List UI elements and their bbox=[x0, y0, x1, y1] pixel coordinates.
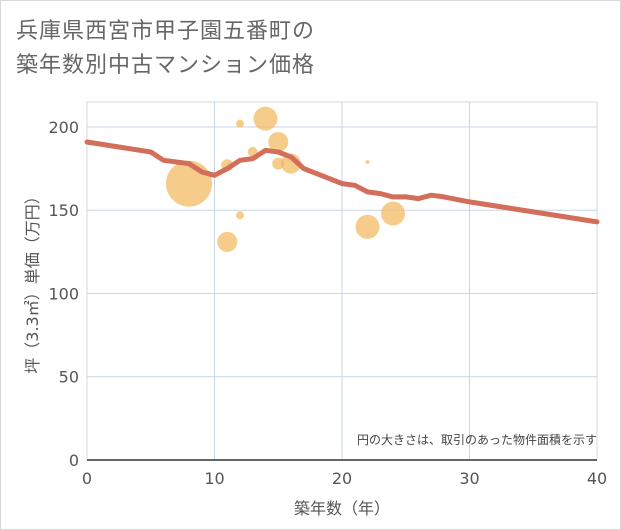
bubble-point bbox=[253, 106, 278, 131]
x-tick-label: 10 bbox=[204, 469, 224, 488]
x-tick-label: 40 bbox=[587, 469, 607, 488]
bubble-point bbox=[355, 214, 380, 239]
chart-title-line-2: 築年数別中古マンション価格 bbox=[16, 53, 316, 78]
bubble-point bbox=[236, 211, 244, 220]
x-axis-title: 築年数（年） bbox=[294, 499, 390, 518]
y-tick-label: 0 bbox=[69, 451, 79, 470]
x-tick-label: 20 bbox=[332, 469, 352, 488]
trend-line bbox=[84, 139, 600, 225]
grid-lines bbox=[87, 102, 597, 461]
bubble-point bbox=[268, 131, 289, 152]
y-axis-title: 坪（3.3㎡）単価（万円） bbox=[23, 188, 42, 373]
y-tick-label: 150 bbox=[48, 201, 79, 220]
bubble-point bbox=[236, 119, 244, 128]
chart-title-line-1: 兵庫県西宮市甲子園五番町の bbox=[16, 19, 316, 44]
bubble-point bbox=[365, 159, 370, 164]
bubble-point bbox=[217, 231, 238, 252]
bubble-point bbox=[272, 157, 285, 170]
chart-title: 兵庫県西宮市甲子園五番町の 築年数別中古マンション価格 bbox=[16, 15, 576, 83]
bubble-point bbox=[381, 201, 405, 226]
size-legend-note: 円の大きさは、取引のあった物件面積を示す bbox=[357, 432, 597, 447]
x-tick-label: 30 bbox=[459, 469, 479, 488]
y-tick-label: 100 bbox=[48, 284, 79, 303]
x-axis-ticks: 0 10 20 30 40 bbox=[82, 469, 607, 488]
y-axis-ticks: 0 50 100 150 200 bbox=[48, 118, 79, 470]
x-tick-label: 0 bbox=[82, 469, 92, 488]
y-tick-label: 200 bbox=[48, 118, 79, 137]
y-tick-label: 50 bbox=[59, 368, 79, 387]
trend-series bbox=[84, 139, 600, 225]
bubble-point bbox=[166, 160, 212, 207]
